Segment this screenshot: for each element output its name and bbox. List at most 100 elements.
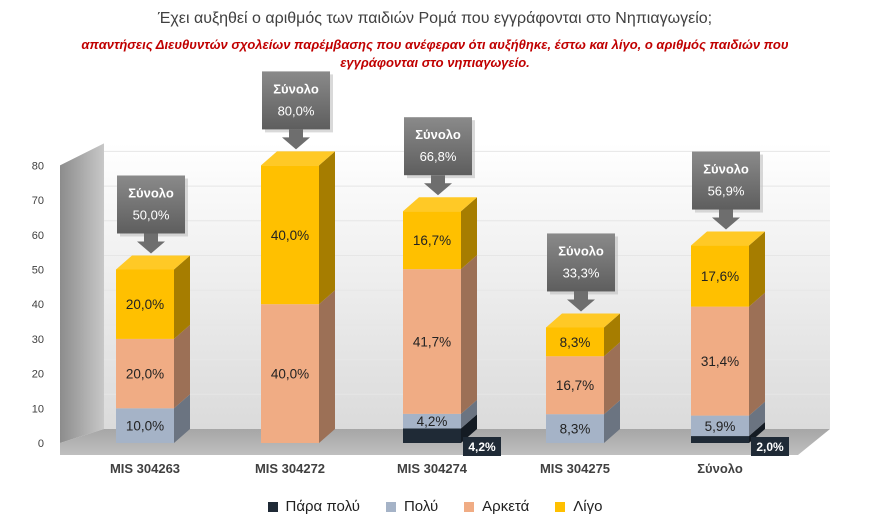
y-tick-label: 80 bbox=[32, 160, 44, 172]
bar-front bbox=[261, 304, 319, 443]
legend-swatch bbox=[464, 501, 475, 512]
bar-side bbox=[749, 231, 765, 307]
bar-front bbox=[546, 356, 604, 415]
callout-total: 33,3% bbox=[563, 265, 600, 280]
bar-front bbox=[691, 415, 749, 437]
callout-box bbox=[117, 175, 185, 234]
dark-label-box bbox=[463, 437, 501, 456]
bar-top bbox=[261, 151, 335, 166]
data-label: 20,0% bbox=[126, 367, 164, 382]
callout-heading: Σύνολο bbox=[703, 162, 749, 177]
bar-segment: 20,0% bbox=[116, 255, 190, 339]
x-category-label: Σύνολο bbox=[697, 461, 743, 476]
data-label: 41,7% bbox=[413, 335, 451, 350]
x-category-label: MIS 304263 bbox=[110, 461, 180, 476]
data-label: 4,2% bbox=[468, 440, 496, 454]
bar-front bbox=[403, 413, 461, 429]
dark-label-box bbox=[751, 437, 789, 456]
bar-segment: 8,3% bbox=[546, 400, 620, 443]
bar-callout-dark: 4,2% bbox=[463, 437, 501, 456]
legend-swatch bbox=[267, 501, 278, 512]
bar-side bbox=[604, 313, 620, 357]
bar-front bbox=[691, 306, 749, 416]
callout-total: 56,9% bbox=[708, 184, 745, 199]
callout-box bbox=[692, 151, 760, 210]
callout-box bbox=[262, 71, 330, 130]
legend-label: Λίγο bbox=[573, 498, 603, 515]
data-label: 17,6% bbox=[701, 269, 739, 284]
bar-front bbox=[546, 414, 604, 443]
callout-arrow bbox=[567, 291, 595, 312]
bar-segment: 40,0% bbox=[261, 151, 335, 305]
side-wall bbox=[60, 143, 104, 443]
total-callout: Σύνολο 50,0% bbox=[117, 175, 188, 254]
bar-segment: 4,2% bbox=[403, 399, 477, 429]
bar-top bbox=[691, 231, 765, 246]
bar-segment: 17,6% bbox=[691, 231, 765, 307]
callout-total: 66,8% bbox=[420, 149, 457, 164]
total-callout: Σύνολο 56,9% bbox=[692, 151, 763, 230]
legend-item: Πάρα πολύ bbox=[267, 498, 360, 515]
legend-label: Πάρα πολύ bbox=[285, 498, 360, 515]
bar-side bbox=[461, 255, 477, 414]
bar-segment: 10,0% bbox=[116, 394, 190, 443]
bar-side bbox=[319, 151, 335, 305]
y-tick-label: 60 bbox=[32, 230, 44, 242]
bar-side bbox=[604, 400, 620, 443]
chart-title: Έχει αυξηθεί ο αριθμός των παιδιών Ρομά … bbox=[157, 10, 713, 27]
data-label: 5,9% bbox=[705, 419, 736, 434]
bar-side bbox=[461, 399, 477, 429]
bar-top bbox=[546, 313, 620, 328]
bar-segment: 5,9% bbox=[691, 401, 765, 437]
bar-segment: 31,4% bbox=[691, 292, 765, 416]
callout-arrow bbox=[137, 233, 165, 254]
x-category-label: MIS 304272 bbox=[255, 461, 325, 476]
chart-legend: Πάρα πολύ Πολύ Αρκετά Λίγο bbox=[0, 498, 870, 515]
bar-segment: 20,0% bbox=[116, 324, 190, 409]
bar-segment: 8,3% bbox=[546, 313, 620, 357]
bar-front bbox=[691, 436, 749, 443]
bar-segment bbox=[403, 414, 477, 443]
bar-front bbox=[546, 327, 604, 357]
callout-arrow bbox=[712, 209, 740, 230]
y-tick-label: 70 bbox=[32, 195, 44, 207]
data-label: 4,2% bbox=[417, 414, 448, 429]
data-label: 2,0% bbox=[756, 440, 784, 454]
callout-arrow bbox=[424, 175, 452, 196]
bar-side bbox=[319, 290, 335, 443]
bar-top bbox=[116, 255, 190, 270]
data-label: 16,7% bbox=[413, 233, 451, 248]
callout-heading: Σύνολο bbox=[128, 186, 174, 201]
bar-side bbox=[174, 394, 190, 443]
legend-item: Αρκετά bbox=[464, 498, 529, 515]
bar-front bbox=[261, 165, 319, 305]
y-tick-label: 0 bbox=[38, 438, 44, 450]
total-callout: Σύνολο 80,0% bbox=[262, 71, 333, 150]
y-tick-label: 20 bbox=[32, 369, 44, 381]
bar-side bbox=[461, 197, 477, 270]
bar-segment: 16,7% bbox=[403, 197, 477, 270]
bar-segment: 41,7% bbox=[403, 255, 477, 414]
x-category-label: MIS 304275 bbox=[540, 461, 610, 476]
data-label: 10,0% bbox=[126, 419, 164, 434]
bar-side bbox=[604, 342, 620, 415]
bar-front bbox=[403, 428, 461, 443]
data-label: 40,0% bbox=[271, 367, 309, 382]
bar-front bbox=[691, 245, 749, 307]
y-tick-label: 10 bbox=[32, 403, 44, 415]
legend-item: Πολύ bbox=[385, 498, 439, 515]
legend-label: Πολύ bbox=[403, 498, 439, 515]
bar-segment: 16,7% bbox=[546, 342, 620, 415]
bar-side bbox=[174, 324, 190, 409]
callout-heading: Σύνολο bbox=[415, 127, 461, 142]
legend-swatch bbox=[555, 501, 566, 512]
chart-canvas: 0 10 20 30 40 50 60 70 80 10,0% 20,0% 20,0% 40,0% 40… bbox=[32, 71, 830, 476]
bar-callout-dark: 2,0% bbox=[751, 437, 789, 456]
bar-front bbox=[116, 408, 174, 443]
y-tick-label: 50 bbox=[32, 265, 44, 277]
total-callout: Σύνολο 66,8% bbox=[404, 117, 475, 196]
callout-box bbox=[404, 117, 472, 176]
data-label: 16,7% bbox=[556, 378, 594, 393]
bar-side bbox=[749, 292, 765, 416]
callout-total: 50,0% bbox=[133, 208, 170, 223]
